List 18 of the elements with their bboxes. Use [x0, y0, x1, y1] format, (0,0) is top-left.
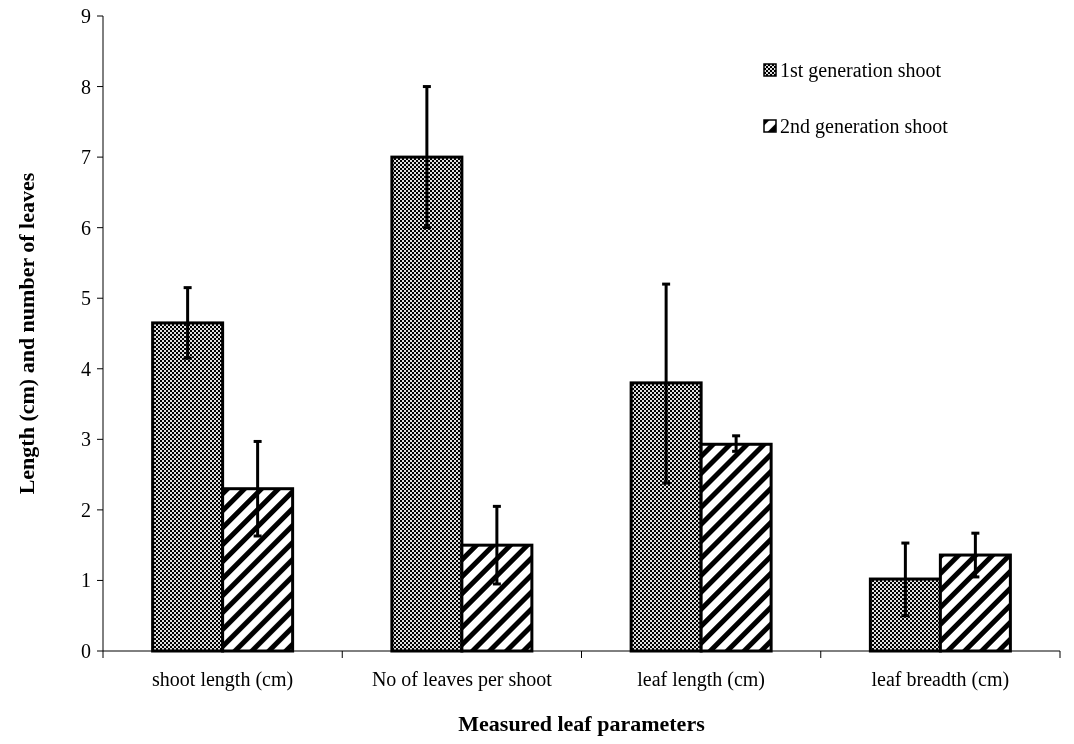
y-tick-label: 8	[81, 75, 91, 98]
y-tick-label: 1	[81, 569, 91, 592]
y-tick-label: 0	[81, 640, 91, 662]
x-tick-label: leaf length (cm)	[637, 668, 765, 691]
y-axis-title: Length (cm) and number of leaves	[14, 172, 39, 495]
x-tick-label: No of leaves per shoot	[371, 668, 553, 691]
y-tick-label: 6	[81, 216, 91, 239]
x-tick-label: leaf breadth (cm)	[871, 668, 1010, 691]
y-tick-label: 9	[81, 5, 91, 27]
y-tick-label: 4	[81, 357, 91, 380]
y-tick-label: 7	[81, 146, 91, 169]
y-tick-label: 3	[81, 428, 91, 451]
y-tick-label: 5	[81, 287, 91, 310]
legend-label: 1st generation shoot	[780, 59, 942, 82]
x-tick-label: shoot length (cm)	[152, 668, 294, 691]
y-tick-label: 2	[81, 498, 91, 521]
legend-label: 2nd generation shoot	[780, 115, 949, 138]
x-axis-title: Measured leaf parameters	[458, 711, 706, 736]
